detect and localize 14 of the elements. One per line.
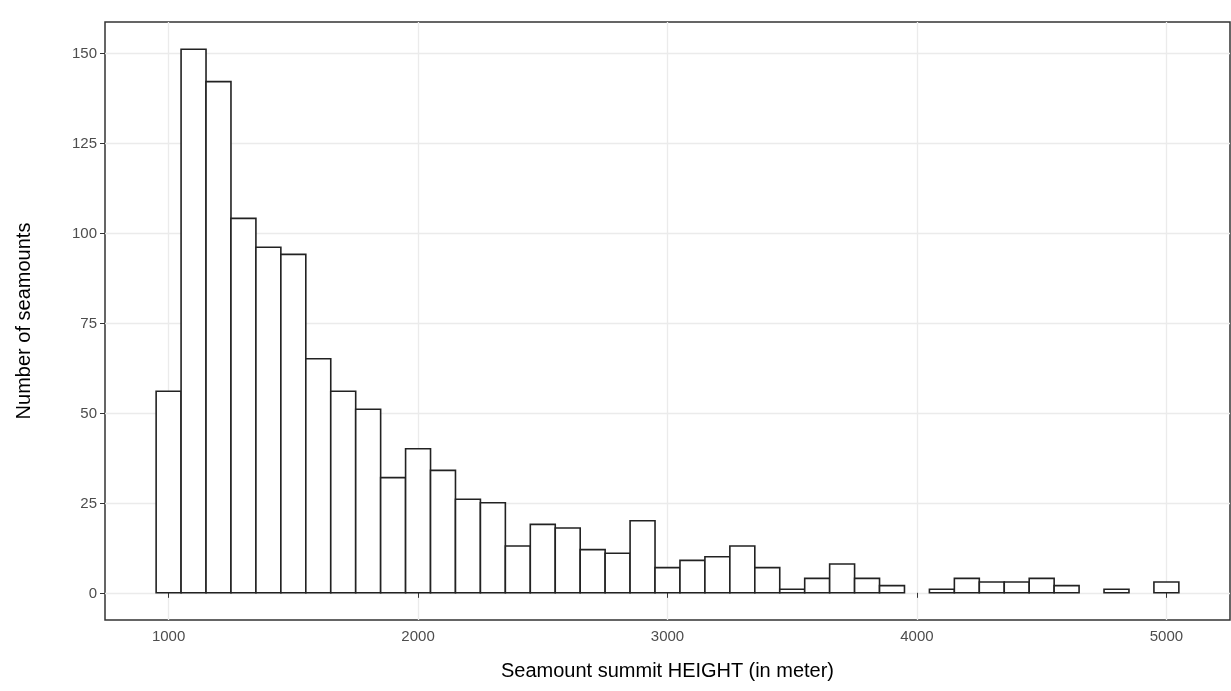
y-tick-label: 125 (71, 134, 97, 152)
y-tick-label: 50 (80, 404, 97, 422)
y-tick-label: 25 (80, 494, 97, 512)
y-tick-label: 0 (88, 584, 97, 602)
x-axis-title: Seamount summit HEIGHT (in meter) (500, 659, 835, 681)
y-tick-label: 150 (71, 44, 97, 62)
x-tick-label: 1000 (151, 627, 186, 644)
y-tick-label: 75 (80, 314, 97, 332)
x-tick-label: 5000 (1149, 627, 1184, 644)
x-tick-label: 3000 (650, 627, 685, 644)
x-tick-label: 2000 (401, 627, 435, 644)
y-axis-title: Number of seamounts (12, 222, 34, 420)
y-tick-label: 100 (71, 224, 97, 242)
x-tick-label: 4000 (900, 627, 934, 644)
